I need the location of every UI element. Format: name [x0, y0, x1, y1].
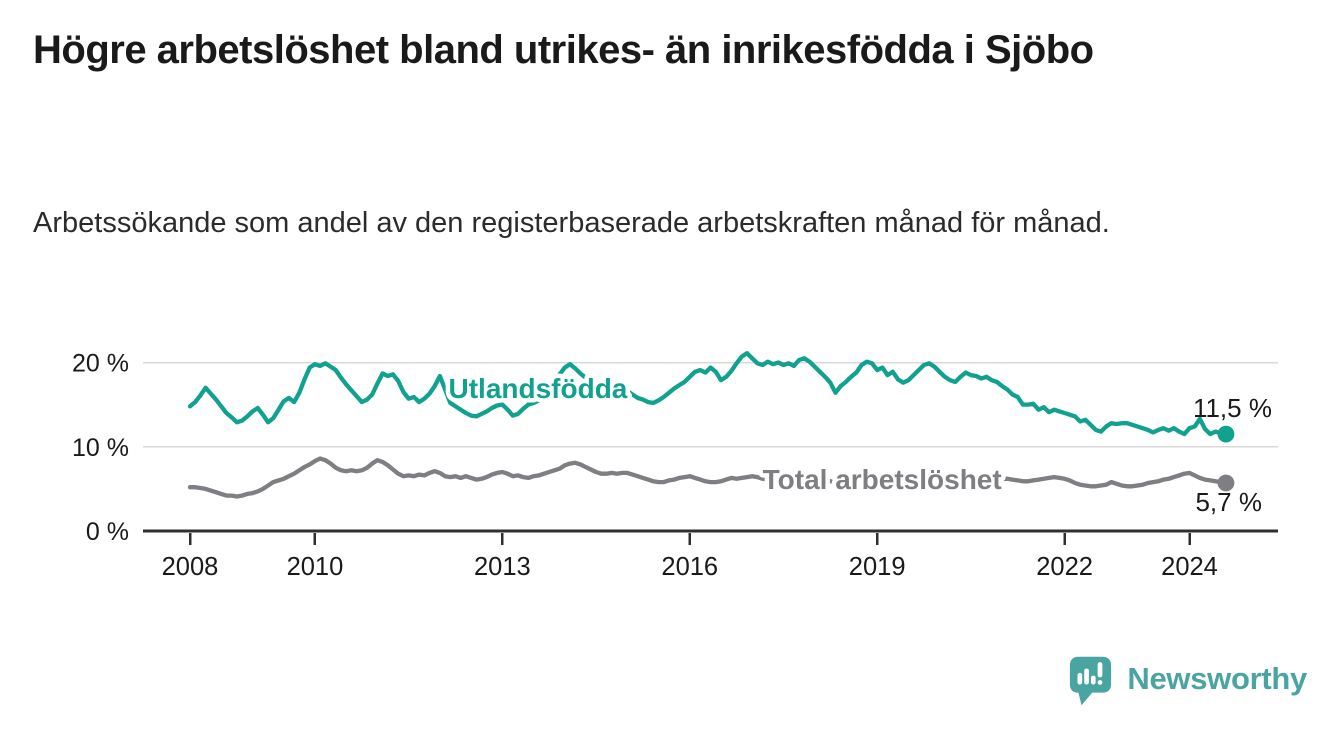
series-end-value-utlandsfodda: 11,5 %	[1193, 393, 1272, 423]
logo-bar-1	[1077, 672, 1083, 685]
series-end-dot-utlandsfodda	[1217, 425, 1235, 443]
series-end-dot-total	[1217, 474, 1235, 492]
logo-bar-2	[1084, 668, 1090, 685]
y-axis-tick-label: 20 %	[72, 350, 129, 378]
logo-exclamation-dot	[1098, 680, 1103, 685]
x-axis-tick-label: 2013	[474, 553, 531, 581]
series-end-value-total: 5,7 %	[1195, 487, 1262, 517]
series-label-utlandsfodda: Utlandsfödda	[449, 373, 628, 404]
series-line-utlandsfodda	[187, 351, 1229, 437]
x-axis-tick-label: 2019	[849, 553, 906, 581]
logo-wordmark: Newsworthy	[1127, 661, 1307, 696]
logo-exclamation-bar	[1098, 662, 1103, 678]
x-axis-tick-label: 2016	[661, 553, 718, 581]
newsworthy-logo: Newsworthy	[1067, 655, 1307, 707]
x-axis-tick-label: 2024	[1161, 553, 1218, 581]
logo-bubble-shape	[1070, 656, 1112, 706]
series-line-total	[187, 456, 1229, 499]
x-axis-tick-label: 2010	[287, 553, 344, 581]
x-axis-tick-label: 2008	[162, 553, 219, 581]
page-title: Högre arbetslöshet bland utrikes- än inr…	[33, 28, 1094, 72]
page-subtitle: Arbetssökande som andel av den registerb…	[33, 207, 1110, 239]
logo-bar-3	[1091, 675, 1097, 685]
y-axis-tick-label: 10 %	[72, 434, 129, 462]
x-axis-tick-label: 2022	[1036, 553, 1093, 581]
y-axis-tick-label: 0 %	[86, 518, 129, 546]
series-label-total: Total arbetslöshet	[763, 464, 1002, 495]
bar-chart-speech-bubble-icon	[1070, 656, 1112, 706]
